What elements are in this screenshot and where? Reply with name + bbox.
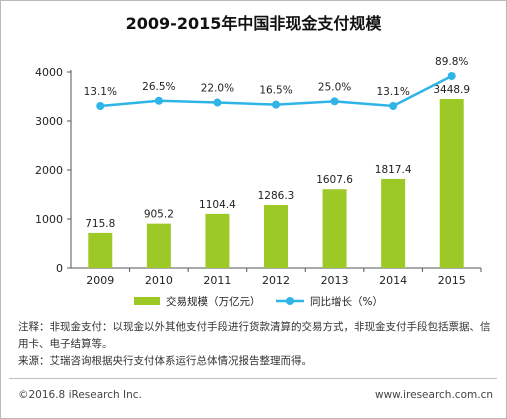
website-text: www.iresearch.com.cn [374,389,493,401]
bar-value-label: 1286.3 [258,190,295,202]
line-labels: 13.1% 26.5% 22.0% 16.5% 25.0% 13.1% 89.8% [84,56,469,98]
legend-bar-swatch [134,297,160,305]
growth-value-label: 25.0% [318,81,351,93]
bar [88,232,113,268]
growth-value-label: 13.1% [84,86,117,98]
y-tick-label: 1000 [35,213,63,226]
growth-point [330,97,339,106]
legend-line-label: 同比增长（%） [310,295,383,308]
bars [88,99,464,268]
growth-value-label: 22.0% [201,83,234,95]
bar [322,189,347,268]
footnote: 注释：非现金支付：以现金以外其他支付手段进行货款清算的交易方式，非现金支付手段包… [18,319,493,370]
y-tick-label: 4000 [35,66,63,79]
x-tick-label: 2012 [262,274,290,287]
bar [205,213,230,268]
chart-title: 2009-2015年中国非现金支付规模 [125,14,382,33]
growth-point [154,96,163,105]
growth-point [389,102,398,110]
footnote-source: 来源：艾瑞咨询根据央行支付体系运行总体情况报告整理而得。 [18,355,312,367]
bar-value-label: 1607.6 [316,174,353,186]
x-tick-label: 2013 [321,274,349,287]
copyright-text: ©2016.8 iResearch Inc. [18,389,142,401]
x-tick-label: 2011 [203,274,231,287]
growth-point [447,72,456,80]
x-tick-label: 2009 [86,274,114,287]
bar-value-label: 1817.4 [375,164,412,176]
x-tick-label: 2010 [145,274,173,287]
growth-point [96,102,105,110]
bar-value-label: 905.2 [144,209,174,221]
footnote-note: 注释：非现金支付：以现金以外其他支付手段进行货款清算的交易方式，非现金支付手段包… [18,321,491,350]
growth-value-label: 89.8% [435,56,468,68]
growth-value-label: 26.5% [142,81,175,93]
growth-value-label: 13.1% [376,86,409,98]
legend-line-marker [286,297,294,305]
y-tick-label: 2000 [35,164,63,177]
y-tick-label: 0 [56,262,63,275]
bar [381,178,406,268]
bar-value-label: 3448.9 [433,84,470,96]
bar-value-label: 715.8 [85,218,115,230]
y-tick-label: 3000 [35,115,63,128]
legend-bar-label: 交易规模（万亿元） [166,295,261,308]
growth-line [96,72,456,110]
x-tick-label: 2015 [438,274,466,287]
growth-point [272,100,280,109]
footer-divider [9,378,497,379]
x-tick-label: 2014 [379,274,407,287]
growth-value-label: 16.5% [259,85,292,97]
bar [146,223,171,268]
bar [264,204,288,268]
y-tick-labels: 0 1000 2000 3000 4000 [35,66,63,275]
bar-value-label: 1104.4 [199,199,236,211]
bar-labels: 715.8 905.2 1104.4 1286.3 1607.6 1817.4 3448.9 [85,84,470,230]
growth-point [213,98,222,107]
bar [439,99,464,268]
legend: 交易规模（万亿元） 同比增长（%） [134,295,383,308]
x-tick-labels: 2009 2010 2011 2012 2013 2014 2015 [86,274,465,287]
